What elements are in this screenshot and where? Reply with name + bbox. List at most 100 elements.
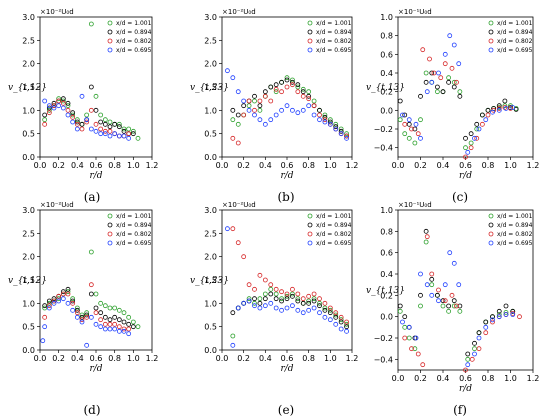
- data-point: [442, 61, 448, 67]
- data-point: [306, 96, 312, 102]
- data-point: [440, 303, 446, 309]
- data-point: [333, 321, 339, 327]
- data-point: [457, 89, 463, 95]
- data-point: [130, 319, 136, 325]
- data-point: [74, 305, 80, 311]
- data-point: [42, 112, 48, 118]
- y-axis-label: v_{t,23}: [190, 276, 229, 286]
- legend-label: x/d = 0.894: [497, 29, 533, 36]
- y-tick-label: 0.5: [204, 323, 217, 332]
- data-point: [418, 271, 423, 277]
- panel-b: 0.0 0.2 0.4 0.6 0.8 1.0 1.2 0.0 0.5 1.0 1.5 2.0 2.5 3…: [190, 8, 358, 204]
- data-point: [98, 119, 104, 125]
- data-point: [468, 131, 474, 137]
- data-point: [424, 89, 430, 95]
- legend-marker: [488, 47, 494, 53]
- data-point: [317, 300, 322, 306]
- y-tick-label: 0.5: [22, 130, 35, 139]
- data-point: [112, 326, 118, 332]
- series-3: [42, 282, 132, 332]
- x-tick-label: 0.6: [90, 161, 103, 170]
- data-point: [126, 326, 132, 332]
- data-point: [496, 107, 502, 113]
- legend-marker: [307, 213, 313, 219]
- data-point: [273, 89, 279, 95]
- data-point: [42, 121, 48, 127]
- data-point: [333, 124, 339, 130]
- legend-label: x/d = 0.802: [116, 38, 152, 45]
- data-point: [503, 309, 509, 315]
- y-tick-label: 2.0: [204, 60, 217, 69]
- data-point: [268, 291, 274, 297]
- data-point: [333, 126, 339, 132]
- data-point: [42, 98, 48, 104]
- x-tick-label: 1.2: [346, 354, 359, 363]
- data-point: [311, 305, 317, 311]
- data-point: [322, 112, 328, 118]
- series-1: [230, 286, 349, 339]
- data-point: [65, 100, 71, 106]
- x-tick-label: 0.2: [52, 354, 65, 363]
- data-point: [262, 277, 268, 283]
- data-point: [230, 333, 236, 339]
- data-point: [65, 300, 71, 306]
- x-axis-label: r/d: [89, 364, 102, 374]
- y-tick-label: 1.0: [22, 299, 35, 308]
- data-point: [322, 300, 328, 306]
- y-tick-label: −0.2: [374, 125, 393, 134]
- data-point: [107, 326, 113, 332]
- data-point: [235, 112, 241, 118]
- data-point: [449, 65, 455, 71]
- axis-scale-label: ×10⁻²U₀d: [40, 201, 74, 209]
- data-point: [327, 310, 333, 316]
- data-point: [333, 310, 339, 316]
- x-tick-label: 0.8: [108, 161, 121, 170]
- x-tick-label: 1.0: [324, 354, 337, 363]
- data-point: [427, 56, 432, 62]
- data-point: [252, 296, 257, 302]
- data-point: [235, 89, 241, 95]
- data-point: [230, 107, 236, 113]
- y-tick-label: 1.0: [22, 106, 35, 115]
- data-point: [98, 317, 104, 323]
- data-point: [257, 272, 263, 278]
- data-point: [230, 117, 236, 123]
- data-point: [429, 276, 435, 282]
- data-point: [465, 149, 471, 155]
- data-point: [290, 82, 295, 88]
- data-point: [322, 117, 328, 123]
- data-point: [121, 328, 127, 334]
- data-point: [279, 89, 284, 95]
- axis-scale-label: ×10⁻²U₀d: [222, 201, 256, 209]
- data-point: [98, 112, 104, 118]
- data-point: [84, 342, 90, 348]
- y-tick-label: 0.0: [380, 313, 393, 322]
- data-point: [429, 292, 435, 298]
- data-point: [402, 314, 408, 320]
- data-point: [490, 314, 495, 320]
- data-point: [322, 307, 328, 313]
- series-4: [40, 296, 132, 348]
- x-tick-label: 0.2: [237, 354, 250, 363]
- data-point: [284, 305, 290, 311]
- data-point: [79, 312, 85, 318]
- data-point: [317, 112, 322, 118]
- x-tick-label: 0.0: [216, 161, 229, 170]
- data-point: [483, 330, 489, 336]
- data-point: [70, 307, 76, 313]
- data-point: [510, 105, 516, 110]
- data-point: [107, 133, 113, 139]
- data-point: [429, 79, 435, 85]
- y-tick-label: 2.5: [22, 229, 35, 238]
- data-point: [429, 282, 435, 288]
- x-tick-label: 0.4: [437, 161, 450, 170]
- data-point: [84, 112, 90, 118]
- data-point: [121, 326, 127, 332]
- y-tick-label: 1.5: [204, 276, 217, 285]
- y-tick-label: 0.0: [204, 346, 217, 355]
- data-point: [102, 121, 108, 127]
- data-point: [463, 145, 468, 151]
- data-point: [93, 321, 99, 327]
- x-tick-label: 0.0: [34, 161, 47, 170]
- data-point: [300, 86, 306, 92]
